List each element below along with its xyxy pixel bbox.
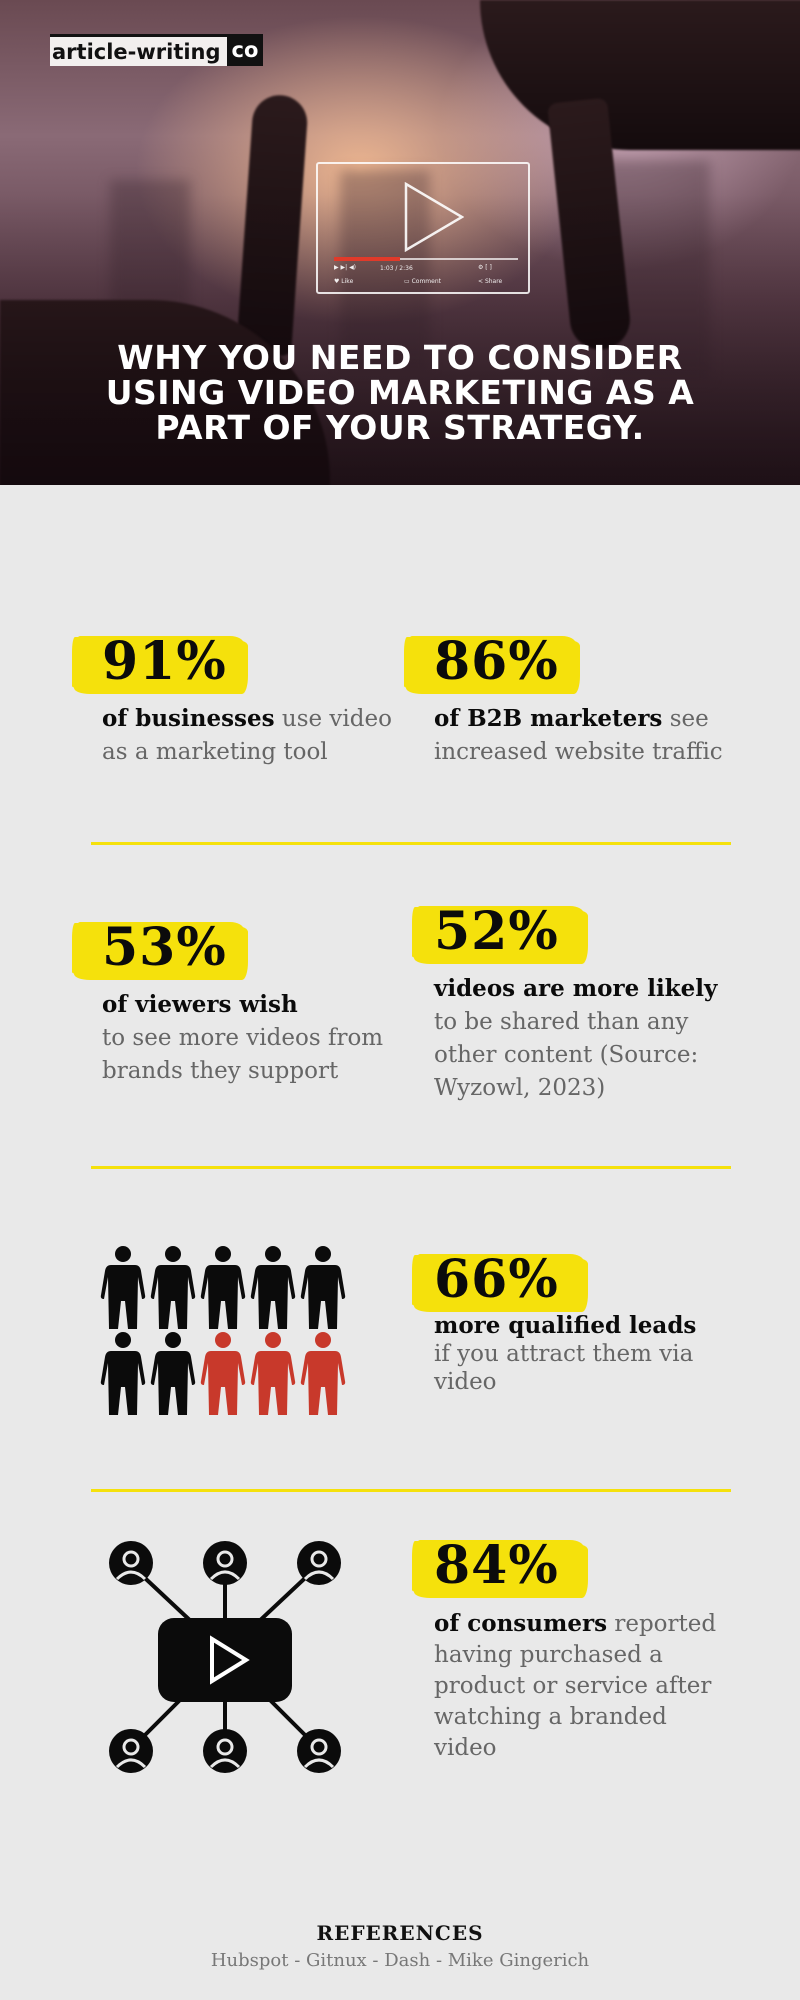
progress-track [334, 258, 518, 260]
person-icon [100, 1245, 146, 1329]
stat-percent: 84% [434, 1535, 559, 1596]
stat-percent: 66% [434, 1249, 559, 1310]
highlight-brush [414, 906, 584, 964]
like-label: ♥ Like [334, 278, 354, 285]
brand-name: article-writing [50, 34, 227, 66]
person-icon [300, 1331, 346, 1415]
comment-label: ▭ Comment [404, 278, 441, 285]
video-player-graphic: ▶ ▶| ◀) 1:03 / 2:36 ⚙ [ ] ♥ Like ▭ Comme… [316, 162, 530, 294]
highlight-brush [414, 1254, 584, 1312]
hero-shade [0, 0, 800, 485]
highlight-brush [74, 636, 244, 694]
stat-description: of viewers wish to see more videos from b… [102, 991, 384, 1084]
person-icon [250, 1331, 296, 1415]
stat-percent: 53% [102, 917, 227, 978]
stat-description: of consumers reported having purchased a… [434, 1610, 717, 1761]
fullscreen-icon: ⚙ [ ] [478, 264, 492, 271]
stat-description: more qualified leads if you attract them … [434, 1312, 697, 1395]
hero-banner: ▶ ▶| ◀) 1:03 / 2:36 ⚙ [ ] ♥ Like ▭ Comme… [0, 0, 800, 485]
section-divider [91, 1489, 731, 1492]
person-icon [200, 1331, 246, 1415]
stat-description: videos are more likely to be shared than … [434, 975, 718, 1101]
people-chart [100, 1245, 350, 1425]
person-icon [150, 1245, 196, 1329]
player-time: 1:03 / 2:36 [380, 265, 413, 272]
brand-logo: article-writing co [50, 34, 264, 66]
highlight-brush [406, 636, 576, 694]
player-controls-icon: ▶ ▶| ◀) [334, 264, 357, 271]
section-divider [91, 842, 731, 845]
video-network-icon [109, 1541, 341, 1773]
progress-fill [334, 257, 400, 261]
person-icon [200, 1245, 246, 1329]
stat-percent: 91% [102, 631, 227, 692]
play-icon [404, 182, 464, 252]
references-list: Hubspot - Gitnux - Dash - Mike Gingerich [210, 1950, 590, 1971]
person-icon [100, 1331, 146, 1415]
stat-description: of B2B marketers see increased website t… [434, 705, 723, 765]
person-icon [300, 1245, 346, 1329]
share-label: < Share [478, 278, 503, 285]
highlight-brush [74, 922, 244, 980]
highlight-brush [414, 1540, 584, 1598]
person-icon [250, 1245, 296, 1329]
page-title: WHY YOU NEED TO CONSIDER USING VIDEO MAR… [105, 338, 695, 447]
stat-description: of businesses use video as a marketing t… [102, 705, 392, 765]
stat-percent: 86% [434, 631, 559, 692]
section-divider [91, 1166, 731, 1169]
references-title: REFERENCES [316, 1921, 484, 1945]
brand-suffix: co [226, 34, 264, 66]
person-icon [150, 1331, 196, 1415]
stat-percent: 52% [434, 901, 559, 962]
